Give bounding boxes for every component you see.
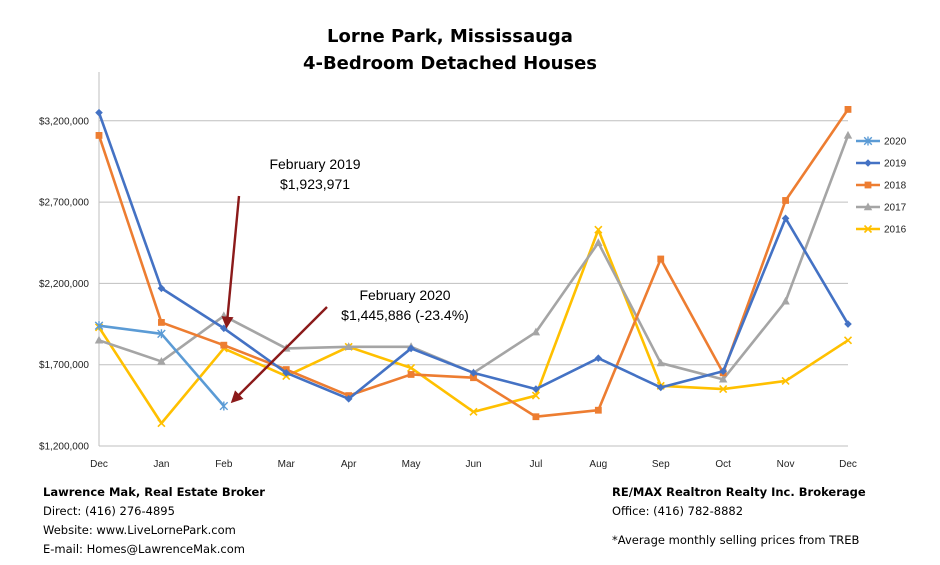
data-point (157, 419, 166, 428)
series-2020 (94, 321, 229, 411)
data-point (157, 356, 166, 365)
legend-item-2020: 2020 (856, 136, 907, 148)
data-point (782, 197, 789, 204)
x-tick-label: Feb (215, 459, 233, 470)
legend-label: 2016 (884, 225, 907, 236)
data-point (863, 202, 873, 211)
data-point (532, 385, 540, 393)
data-point (531, 327, 541, 336)
source-footnote: *Average monthly selling prices from TRE… (612, 533, 860, 547)
legend-item-2018: 2018 (856, 181, 907, 192)
legend-item-2016: 2016 (856, 225, 907, 236)
data-point (843, 130, 853, 139)
data-point (344, 342, 353, 351)
data-point (594, 238, 603, 246)
legend-item-2017: 2017 (856, 202, 907, 214)
annotation-arrow-2020 (230, 306, 328, 404)
data-point (469, 369, 478, 377)
brokerage-name: RE/MAX Realtron Realty Inc. Brokerage (612, 485, 866, 499)
data-point (531, 391, 540, 400)
data-point (863, 224, 873, 234)
data-point (594, 225, 603, 234)
y-tick-label: $2,700,000 (39, 198, 89, 209)
chart-title-line-2: 4-Bedroom Detached Houses (302, 53, 598, 74)
annotation-feb-2020: February 2020 $1,445,886 (-23.4%) (310, 285, 500, 325)
data-point (158, 319, 165, 326)
data-point (843, 336, 853, 345)
brokerage-phone: Office: (416) 782-8882 (612, 504, 744, 518)
data-point (864, 159, 872, 167)
x-tick-label: Aug (589, 459, 607, 470)
footer-contact: Lawrence Mak, Real Estate Broker Direct:… (43, 483, 265, 559)
data-point (157, 284, 166, 293)
data-point (219, 401, 229, 411)
data-point (781, 376, 790, 386)
data-point (157, 329, 166, 339)
legend-label: 2018 (884, 181, 907, 192)
data-point (719, 367, 727, 375)
data-point (282, 369, 291, 377)
data-point (532, 413, 540, 421)
data-point (718, 374, 728, 383)
data-point (94, 321, 104, 331)
x-tick-label: Mar (278, 459, 296, 470)
data-point (407, 344, 415, 353)
data-point (95, 132, 103, 139)
data-point (94, 335, 104, 344)
annotation-feb-2019-label: February 2019 (269, 156, 361, 172)
legend-label: 2019 (884, 159, 907, 170)
data-point (844, 320, 852, 328)
data-point (594, 406, 602, 414)
data-point (863, 136, 873, 146)
data-point (407, 363, 416, 373)
data-point (719, 385, 728, 394)
data-point (95, 108, 103, 117)
data-point (470, 374, 477, 382)
x-tick-label: Jun (465, 459, 481, 470)
x-tick-label: May (402, 459, 421, 470)
series-2017 (94, 130, 853, 383)
broker-website: Website: www.LiveLornePark.com (43, 523, 236, 537)
y-tick-label: $3,200,000 (39, 116, 89, 127)
x-tick-label: Sep (652, 459, 670, 470)
data-point (781, 214, 790, 223)
data-point (220, 341, 228, 349)
data-point (657, 255, 665, 263)
legend-item-2019: 2019 (856, 159, 907, 170)
data-point (594, 354, 603, 362)
data-point (656, 358, 665, 367)
annotation-feb-2019-value: $1,923,971 (279, 176, 351, 192)
x-tick-label: Nov (777, 459, 795, 470)
data-point (469, 407, 478, 416)
data-point (864, 181, 872, 189)
x-tick-label: Dec (90, 459, 108, 470)
data-point (344, 395, 353, 403)
data-point (781, 296, 790, 305)
x-tick-label: Jul (530, 459, 543, 470)
footer-brokerage: RE/MAX Realtron Realty Inc. Brokerage Of… (612, 483, 866, 521)
x-tick-label: Apr (341, 459, 357, 470)
x-tick-label: Oct (715, 459, 731, 470)
data-point (844, 106, 852, 113)
annotation-feb-2020-value: $1,445,886 (-23.4%) (341, 307, 469, 323)
legend-label: 2020 (884, 137, 907, 148)
y-tick-label: $2,200,000 (39, 279, 89, 290)
y-tick-label: $1,700,000 (39, 360, 89, 371)
y-tick-label: $1,200,000 (39, 442, 89, 453)
chart-title-line-1: Lorne Park, Mississauga (327, 26, 573, 47)
annotation-arrow-2019 (221, 195, 241, 329)
legend-label: 2017 (884, 203, 907, 214)
annotation-feb-2019: February 2019 $1,923,971 (230, 154, 400, 194)
broker-email: E-mail: Homes@LawrenceMak.com (43, 542, 245, 556)
broker-phone: Direct: (416) 276-4895 (43, 504, 175, 518)
annotation-feb-2020-label: February 2020 (359, 287, 451, 303)
series-line (97, 112, 850, 401)
data-point (656, 383, 665, 392)
x-tick-label: Dec (839, 459, 857, 470)
data-point (407, 371, 415, 378)
x-tick-label: Jan (153, 459, 169, 470)
broker-name: Lawrence Mak, Real Estate Broker (43, 485, 265, 499)
